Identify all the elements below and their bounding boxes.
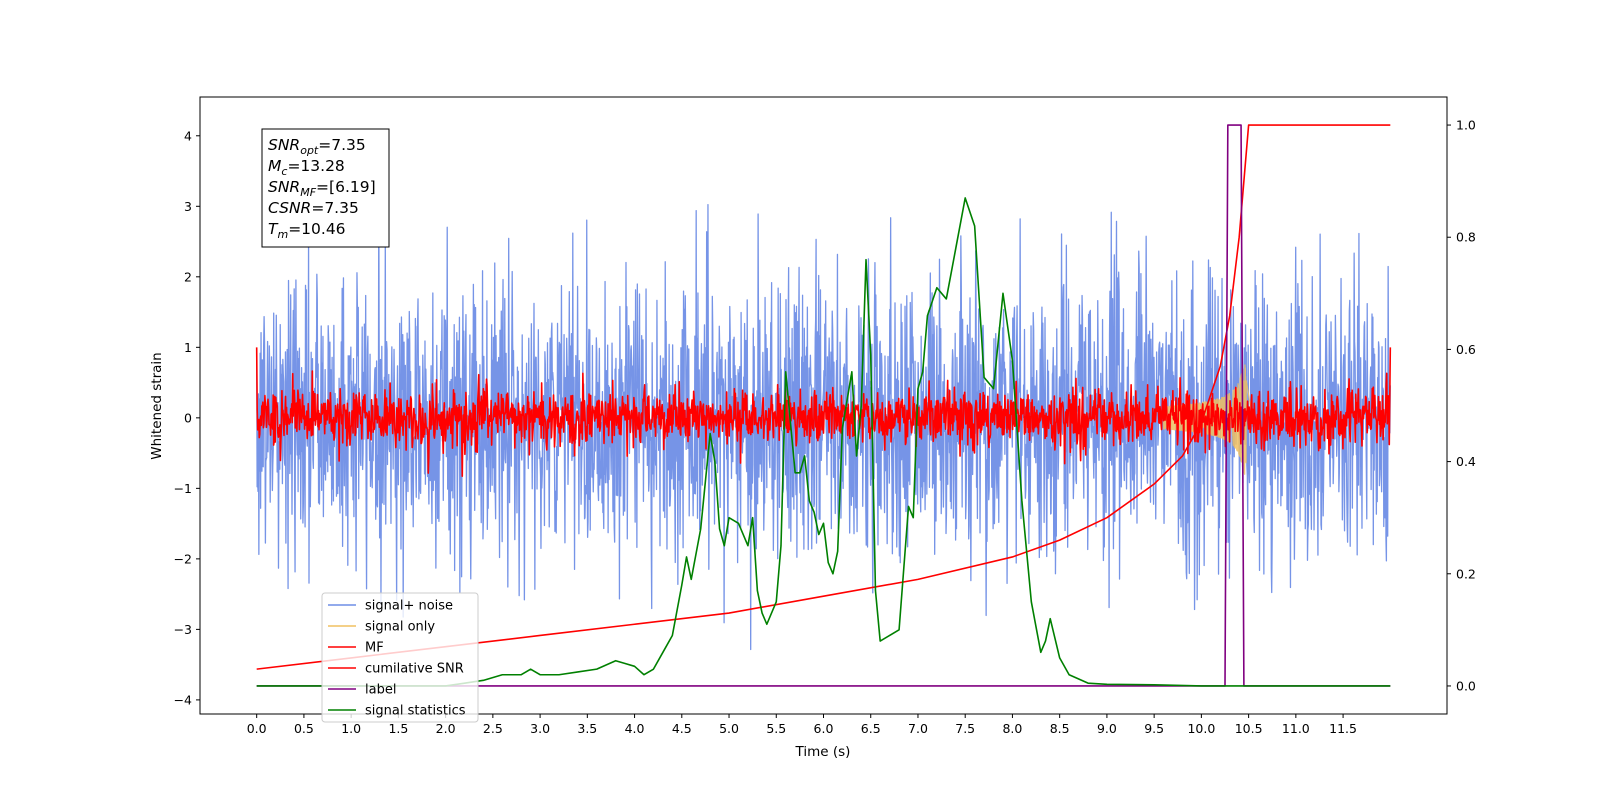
y-tick-label: 1 [184,340,192,355]
y-axis-right: 0.0 0.2 0.4 0.6 0.8 1.0 [1447,118,1476,693]
y-right-tick-label: 0.2 [1456,566,1476,581]
x-axis: 0.0 0.5 1.0 1.5 2.0 2.5 3.0 3.5 4.0 4.5 5.0 5.5 6.0 6… [247,714,1357,736]
y-right-tick-label: 1.0 [1456,118,1476,133]
x-tick-label: 11.5 [1329,721,1357,736]
info-value: =7.35 [318,136,366,154]
legend-frame [321,592,479,723]
y-tick-label: 3 [184,199,192,214]
info-box: SNRopt=7.35Mc=13.28SNRMF=[6.19]CSNR=7.35… [261,128,390,248]
x-tick-label: 5.5 [766,721,786,736]
x-tick-label: 9.0 [1097,721,1117,736]
info-symbol: SNR [268,136,300,154]
info-subscript: m [277,228,288,241]
series-cumilative-snr-line [256,124,1391,670]
x-tick-label: 5.0 [719,721,739,736]
info-box-line: SNRMF=[6.19] [268,178,376,199]
series-signal-noise-line [256,190,1391,651]
x-tick-label: 0.5 [294,721,314,736]
x-tick-label: 10.0 [1187,721,1215,736]
info-box-line: Tm=10.46 [268,220,346,241]
legend: signal+ noise signal only MF cumilative SNR… [321,592,479,723]
x-tick-label: 3.5 [577,721,597,736]
info-symbol: SNR [268,178,300,196]
info-symbol: M [268,157,281,175]
info-subscript: MF [300,186,316,199]
x-tick-label: 0.0 [247,721,267,736]
x-tick-label: 6.5 [861,721,881,736]
x-tick-label: 10.5 [1235,721,1263,736]
y-tick-label: −3 [174,622,192,637]
info-subscript: c [281,165,287,178]
x-axis-label: Time (s) [795,744,851,760]
x-tick-label: 1.5 [388,721,408,736]
legend-label: MF [365,641,384,656]
info-subscript: opt [300,144,319,157]
info-symbol: T [268,220,279,238]
y-right-tick-label: 0.6 [1456,342,1476,357]
series-mf-line [255,347,1392,477]
series-layer [255,124,1392,687]
y-right-tick-label: 0.0 [1456,678,1476,693]
y-right-tick-label: 0.4 [1456,454,1476,469]
x-tick-label: 3.0 [530,721,550,736]
info-value: =13.28 [287,157,344,175]
info-value: =10.46 [288,220,345,238]
y-axis-left: −4 −3 −2 −1 0 1 2 3 4 [174,128,200,707]
legend-label: signal only [365,620,435,635]
info-box-frame [261,128,390,248]
legend-label: signal statistics [365,704,466,719]
x-tick-label: 2.0 [436,721,456,736]
y-tick-label: 4 [184,128,192,143]
x-tick-label: 8.0 [1002,721,1022,736]
info-value: =7.35 [311,199,359,217]
x-tick-label: 8.5 [1050,721,1070,736]
legend-label: label [365,683,396,698]
legend-label: cumilative SNR [365,662,464,677]
x-tick-label: 1.0 [341,721,361,736]
y-tick-label: 0 [184,410,192,425]
y-axis-label: Whitened strain [149,352,165,459]
y-right-tick-label: 0.8 [1456,230,1476,245]
y-tick-label: −2 [174,551,192,566]
series-signal-statistics-line [256,197,1391,687]
x-tick-label: 9.5 [1144,721,1164,736]
x-tick-label: 7.5 [955,721,975,736]
info-box-line: SNRopt=7.35 [268,136,366,157]
x-tick-label: 2.5 [483,721,503,736]
x-tick-label: 6.0 [814,721,834,736]
y-tick-label: −4 [174,692,192,707]
x-tick-label: 7.0 [908,721,928,736]
info-value: =[6.19] [316,178,376,196]
info-symbol: CSNR [268,199,311,217]
y-tick-label: −1 [174,481,192,496]
legend-label: signal+ noise [365,599,453,614]
info-box-line: CSNR=7.35 [268,199,359,217]
info-box-line: Mc=13.28 [268,157,345,178]
x-tick-label: 4.5 [672,721,692,736]
x-tick-label: 11.0 [1282,721,1310,736]
y-tick-label: 2 [184,269,192,284]
x-tick-label: 4.0 [625,721,645,736]
